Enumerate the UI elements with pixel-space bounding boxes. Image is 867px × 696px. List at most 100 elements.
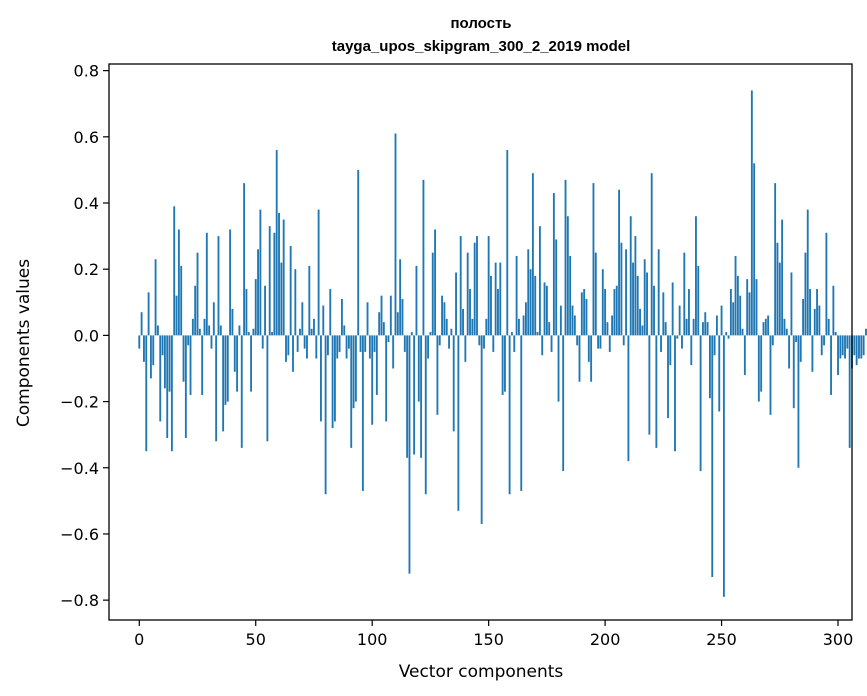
bar-215: [639, 308, 641, 336]
bar-16: [175, 295, 178, 336]
x-tick-label-200: 200: [590, 630, 621, 649]
bar-117: [410, 332, 413, 336]
bar-152: [492, 335, 495, 352]
bar-28: [203, 318, 206, 336]
bar-271: [769, 335, 772, 415]
bar-232: [678, 305, 681, 336]
bar-36: [222, 335, 225, 432]
bar-48: [250, 335, 253, 392]
bar-188: [576, 335, 579, 346]
bar-275: [778, 262, 781, 336]
bar-94: [357, 169, 360, 336]
bar-47: [247, 332, 250, 336]
bar-156: [501, 335, 504, 395]
bar-66: [292, 335, 294, 372]
bar-277: [783, 318, 786, 336]
bar-143: [471, 318, 474, 336]
bar-33: [215, 335, 218, 442]
bar-55: [266, 335, 269, 442]
bar-87: [340, 298, 343, 336]
bar-12: [166, 335, 169, 438]
bar-171: [536, 332, 539, 336]
bar-51: [257, 249, 259, 336]
y-tick-label-0: −0.8: [60, 591, 99, 610]
bar-1: [140, 312, 143, 336]
bar-30: [208, 325, 211, 336]
bar-207: [620, 242, 623, 336]
bar-267: [760, 335, 763, 392]
bar-116: [408, 335, 411, 574]
bar-76: [315, 335, 318, 359]
bar-70: [301, 302, 304, 336]
bar-83: [331, 335, 334, 429]
bar-307: [853, 335, 856, 356]
bar-144: [473, 242, 476, 336]
bar-288: [809, 289, 811, 336]
bar-102: [375, 335, 378, 395]
bar-115: [406, 335, 409, 458]
bar-10: [161, 335, 164, 356]
bar-304: [846, 335, 849, 349]
bar-3: [145, 335, 148, 452]
bar-289: [811, 335, 814, 372]
bar-113: [401, 298, 404, 336]
bar-24: [194, 285, 197, 336]
bar-130: [441, 295, 443, 336]
bar-243: [704, 312, 707, 336]
bar-99: [368, 335, 371, 359]
bar-283: [797, 335, 800, 468]
bar-107: [387, 335, 390, 342]
bar-13: [168, 335, 171, 392]
bar-139: [462, 308, 464, 336]
bar-78: [320, 335, 322, 422]
bar-126: [431, 252, 434, 336]
bar-182: [562, 335, 565, 472]
bar-309: [858, 335, 860, 359]
bar-305: [848, 335, 851, 448]
bar-121: [420, 335, 423, 458]
bar-254: [729, 289, 732, 336]
bar-230: [674, 335, 676, 452]
bar-161: [513, 335, 516, 352]
bar-69: [299, 328, 301, 336]
bar-241: [699, 335, 702, 472]
bar-61: [280, 262, 283, 336]
bar-98: [366, 302, 369, 336]
x-axis-ticks: 0 50 100 150 200 250 300: [134, 620, 853, 649]
bar-240: [697, 265, 700, 336]
bar-297: [830, 335, 832, 395]
bar-124: [427, 335, 430, 359]
bar-269: [764, 318, 767, 336]
bar-301: [839, 335, 842, 359]
bar-71: [303, 335, 306, 349]
bar-128: [436, 335, 439, 415]
bar-119: [415, 265, 418, 336]
bar-225: [662, 292, 665, 336]
bar-4: [147, 292, 150, 336]
bar-72: [306, 335, 308, 359]
bar-50: [254, 279, 257, 336]
bar-229: [671, 282, 674, 336]
bar-142: [469, 289, 471, 336]
bar-91: [350, 335, 353, 448]
bar-172: [538, 226, 541, 336]
bar-295: [825, 232, 828, 336]
bar-164: [520, 335, 523, 491]
bar-200: [604, 289, 607, 336]
x-tick-label-150: 150: [473, 630, 504, 649]
bar-150: [487, 236, 490, 336]
bar-260: [743, 335, 746, 376]
bar-131: [443, 302, 446, 336]
bar-250: [720, 305, 723, 336]
bar-65: [289, 246, 292, 336]
bars-group: [138, 90, 867, 597]
bar-296: [827, 318, 830, 336]
bar-221: [653, 285, 655, 336]
bar-67: [294, 269, 297, 336]
bar-298: [832, 285, 835, 336]
bar-227: [667, 335, 669, 419]
bar-118: [413, 335, 416, 455]
bar-264: [753, 163, 756, 336]
y-tick-label-2: −0.4: [60, 459, 99, 478]
bar-57: [271, 332, 273, 336]
